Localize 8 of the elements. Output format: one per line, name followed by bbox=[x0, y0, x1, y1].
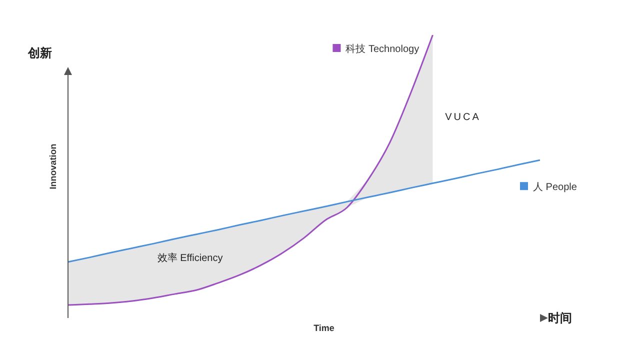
text: 创新 bbox=[27, 46, 52, 60]
annotation: VUCA bbox=[445, 112, 481, 123]
legend-label: 人 People bbox=[533, 182, 578, 194]
x-axis-title: Time bbox=[314, 323, 334, 333]
annotation: 效率 Efficiency bbox=[157, 252, 223, 264]
legend-label: 科技 Technology bbox=[346, 43, 420, 55]
annotation: 时间 bbox=[548, 311, 572, 325]
y-axis-title: Innovation bbox=[48, 144, 58, 190]
